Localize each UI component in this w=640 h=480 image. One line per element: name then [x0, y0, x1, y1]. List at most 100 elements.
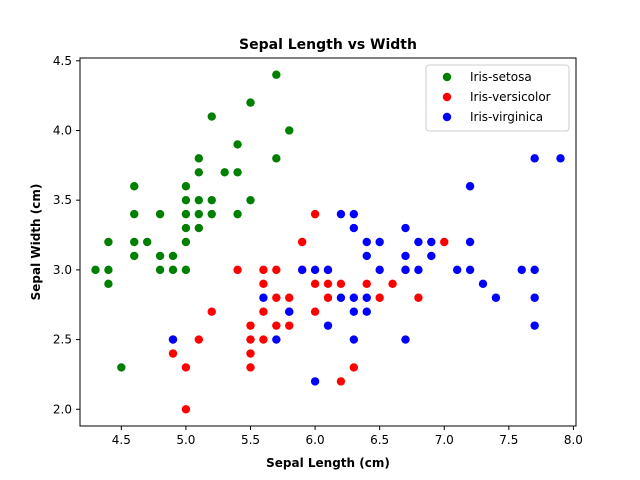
data-point [181, 237, 191, 247]
data-point [259, 307, 268, 316]
x-tick-label: 5.5 [241, 433, 260, 447]
data-point [233, 209, 242, 219]
data-point [297, 237, 307, 247]
data-point [246, 363, 255, 372]
data-point [181, 405, 191, 414]
data-point [207, 112, 216, 121]
data-point [246, 335, 255, 344]
data-point [349, 307, 359, 316]
data-point [259, 265, 268, 275]
data-point [556, 154, 565, 163]
data-point [272, 321, 281, 330]
y-tick-label: 4.5 [53, 54, 72, 68]
data-point [310, 209, 320, 219]
data-point [362, 307, 371, 316]
data-point [414, 237, 423, 247]
data-point [336, 209, 346, 219]
data-point [194, 335, 204, 344]
data-point [427, 237, 436, 247]
data-point [349, 293, 359, 302]
data-point [414, 265, 423, 275]
legend-marker [442, 92, 452, 102]
legend-entry: Iris-versicolor [442, 90, 551, 104]
data-point [285, 321, 294, 330]
data-point [336, 377, 346, 386]
x-axis-ticks: 4.5 5.0 5.5 6.0 6.5 7.0 7.5 8.0 [112, 426, 583, 447]
data-point [246, 349, 255, 358]
data-point [414, 293, 423, 302]
data-point [181, 265, 191, 275]
data-point [104, 265, 113, 275]
data-point [401, 265, 410, 275]
data-point [310, 307, 320, 316]
data-point [323, 321, 333, 330]
legend-label: Iris-setosa [470, 70, 532, 84]
data-point [130, 251, 139, 261]
data-point [530, 321, 539, 330]
x-tick-label: 8.0 [564, 433, 583, 447]
data-point [272, 293, 281, 302]
points-layer [91, 70, 565, 414]
data-point [272, 154, 281, 163]
data-point [207, 195, 216, 205]
data-point [285, 293, 294, 302]
data-point [259, 335, 268, 344]
data-point [323, 279, 333, 289]
y-axis-ticks: 2.0 2.5 3.0 3.5 4.0 4.5 [53, 54, 80, 416]
x-tick-label: 6.0 [306, 433, 325, 447]
data-point [310, 279, 320, 289]
data-point [181, 363, 191, 372]
x-tick-label: 4.5 [112, 433, 131, 447]
data-point [155, 251, 165, 261]
data-point [491, 293, 501, 302]
data-point [104, 279, 113, 289]
data-point [168, 251, 178, 261]
y-tick-label: 3.0 [53, 263, 72, 277]
legend-entry: Iris-setosa [442, 70, 532, 84]
data-point [478, 279, 488, 289]
y-tick-label: 4.0 [53, 123, 72, 137]
data-point [349, 363, 359, 372]
data-point [91, 265, 100, 275]
data-point [104, 237, 113, 247]
series-2 [168, 154, 565, 386]
data-point [207, 307, 216, 316]
series-0 [91, 70, 294, 372]
data-point [272, 335, 281, 344]
data-point [530, 265, 539, 275]
data-point [181, 195, 191, 205]
data-point [259, 293, 268, 302]
data-point [349, 335, 359, 344]
data-point [349, 223, 359, 233]
x-tick-label: 7.0 [435, 433, 454, 447]
data-point [310, 265, 320, 275]
legend-entries: Iris-setosa Iris-versicolor Iris-virginica [442, 70, 551, 124]
data-point [194, 209, 204, 219]
data-point [388, 279, 397, 289]
data-point [233, 140, 242, 149]
data-point [168, 335, 178, 344]
data-point [336, 279, 346, 289]
data-point [530, 293, 539, 302]
data-point [452, 265, 462, 275]
data-point [375, 293, 384, 302]
data-point [181, 223, 191, 233]
x-tick-label: 6.5 [370, 433, 389, 447]
y-tick-label: 2.5 [53, 333, 72, 347]
data-point [194, 223, 204, 233]
plot-frame [79, 57, 577, 427]
data-point [233, 265, 242, 275]
data-point [362, 293, 371, 302]
data-point [207, 209, 216, 219]
data-point [285, 126, 294, 135]
x-tick-label: 7.5 [499, 433, 518, 447]
data-point [465, 182, 475, 191]
data-point [272, 265, 281, 275]
data-point [181, 182, 191, 191]
data-point [130, 182, 139, 191]
data-point [246, 195, 255, 205]
y-tick-label: 3.5 [53, 193, 72, 207]
data-point [362, 279, 371, 289]
data-point [155, 265, 165, 275]
